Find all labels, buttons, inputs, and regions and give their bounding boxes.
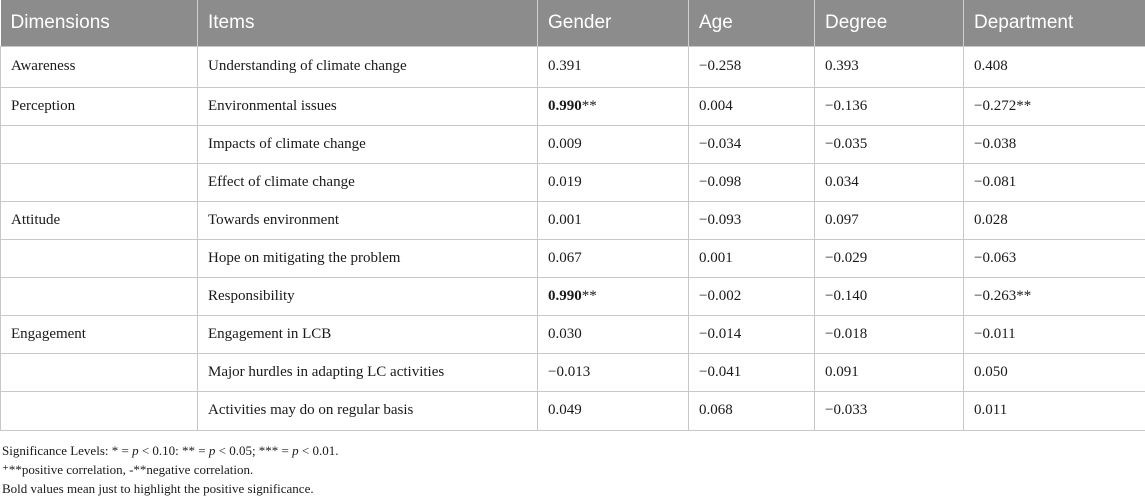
department-cell: 0.028	[963, 200, 1145, 240]
gender-value: 0.049	[548, 402, 582, 418]
degree-cell: −0.029	[814, 238, 964, 278]
gender-cell: 0.990**	[537, 86, 689, 126]
department-cell: 0.408	[963, 45, 1145, 88]
degree-cell: 0.097	[814, 200, 964, 240]
table-row: Hope on mitigating the problem 0.067 0.001…	[0, 238, 1145, 278]
gender-value: 0.030	[548, 325, 582, 342]
dimension-cell	[0, 276, 198, 316]
gender-value: 0.019	[548, 173, 582, 190]
table-row: Major hurdles in adapting LC activities −…	[0, 352, 1145, 392]
gender-value: −0.013	[548, 363, 591, 380]
gender-value: 0.001	[548, 211, 582, 228]
correlation-table: Dimensions Items Gender Age Degree Depar…	[0, 0, 1145, 431]
age-cell: −0.034	[688, 124, 815, 164]
department-cell: −0.272**	[963, 86, 1145, 126]
item-cell: Environmental issues	[197, 86, 538, 126]
gender-cell: 0.001	[537, 200, 689, 240]
table-row: Effect of climate change 0.019 −0.098 0.034…	[0, 162, 1145, 202]
gender-significance: **	[581, 97, 597, 114]
dimension-cell	[0, 238, 198, 278]
degree-cell: −0.033	[814, 390, 964, 431]
item-cell: Impacts of climate change	[197, 124, 538, 164]
gender-significance: **	[581, 287, 597, 304]
age-cell: −0.014	[688, 314, 815, 354]
header-row: Dimensions Items Gender Age Degree Depar…	[0, 0, 1145, 46]
age-cell: −0.002	[688, 276, 815, 316]
gender-cell: 0.049	[537, 390, 689, 431]
item-cell: Responsibility	[197, 276, 538, 316]
item-cell: Engagement in LCB	[197, 314, 538, 354]
header-gender: Gender	[537, 0, 689, 46]
dimension-cell: Awareness	[0, 45, 198, 88]
gender-cell: 0.030	[537, 314, 689, 354]
item-cell: Effect of climate change	[197, 162, 538, 202]
gender-cell: 0.009	[537, 124, 689, 164]
gender-cell: 0.019	[537, 162, 689, 202]
degree-cell: −0.136	[814, 86, 964, 126]
degree-cell: −0.035	[814, 124, 964, 164]
significance-note: Significance Levels: * = p < 0.10: ** = …	[2, 443, 339, 458]
gender-value: 0.067	[548, 249, 582, 266]
degree-cell: −0.018	[814, 314, 964, 354]
header-dimensions: Dimensions	[0, 0, 198, 46]
age-cell: 0.068	[688, 390, 815, 431]
gender-cell: 0.990**	[537, 276, 689, 316]
age-cell: 0.001	[688, 238, 815, 278]
table-row: Activities may do on regular basis 0.049 0…	[0, 390, 1145, 431]
table-row: Perception Environmental issues 0.990** 0.0…	[0, 86, 1145, 126]
gender-value: 0.990	[548, 97, 582, 114]
header-age: Age	[688, 0, 815, 46]
department-cell: −0.011	[963, 314, 1145, 354]
gender-cell: 0.067	[537, 238, 689, 278]
gender-cell: −0.013	[537, 352, 689, 392]
table-row: Engagement Engagement in LCB 0.030 −0.014 −0…	[0, 314, 1145, 354]
table-row: Awareness Understanding of climate change…	[0, 45, 1145, 88]
age-cell: 0.004	[688, 86, 815, 126]
dimension-cell	[0, 390, 198, 431]
gender-value: 0.009	[548, 135, 582, 152]
item-cell: Major hurdles in adapting LC activities	[197, 352, 538, 392]
degree-cell: 0.393	[814, 45, 964, 88]
header-department: Department	[963, 0, 1145, 46]
degree-cell: 0.034	[814, 162, 964, 202]
age-cell: −0.098	[688, 162, 815, 202]
dimension-cell: Engagement	[0, 314, 198, 354]
item-cell: Hope on mitigating the problem	[197, 238, 538, 278]
dimension-cell	[0, 352, 198, 392]
header-items: Items	[197, 0, 538, 46]
table-row: Responsibility 0.990** −0.002 −0.140 −0.263*…	[0, 276, 1145, 316]
table-row: Impacts of climate change 0.009 −0.034 −0.0…	[0, 124, 1145, 164]
department-cell: −0.038	[963, 124, 1145, 164]
dimension-cell	[0, 124, 198, 164]
dimension-cell: Perception	[0, 86, 198, 126]
age-cell: −0.041	[688, 352, 815, 392]
item-cell: Activities may do on regular basis	[197, 390, 538, 431]
degree-cell: −0.140	[814, 276, 964, 316]
dimension-cell: Attitude	[0, 200, 198, 240]
department-cell: 0.050	[963, 352, 1145, 392]
bold-values-note: Bold values mean just to highlight the p…	[2, 481, 314, 496]
gender-value: 0.391	[548, 58, 582, 74]
gender-cell: 0.391	[537, 45, 689, 88]
gender-value: 0.990	[548, 287, 582, 304]
age-cell: −0.093	[688, 200, 815, 240]
header-degree: Degree	[814, 0, 964, 46]
table-footnotes: Significance Levels: * = p < 0.10: ** = …	[2, 441, 338, 498]
age-cell: −0.258	[688, 45, 815, 88]
degree-cell: 0.091	[814, 352, 964, 392]
correlation-note: ⁺**positive correlation, -**negative cor…	[2, 462, 254, 477]
department-cell: 0.011	[963, 390, 1145, 431]
department-cell: −0.081	[963, 162, 1145, 202]
department-cell: −0.263**	[963, 276, 1145, 316]
department-cell: −0.063	[963, 238, 1145, 278]
table-row: Attitude Towards environment 0.001 −0.093 0.…	[0, 200, 1145, 240]
item-cell: Towards environment	[197, 200, 538, 240]
item-cell: Understanding of climate change	[197, 45, 538, 88]
dimension-cell	[0, 162, 198, 202]
